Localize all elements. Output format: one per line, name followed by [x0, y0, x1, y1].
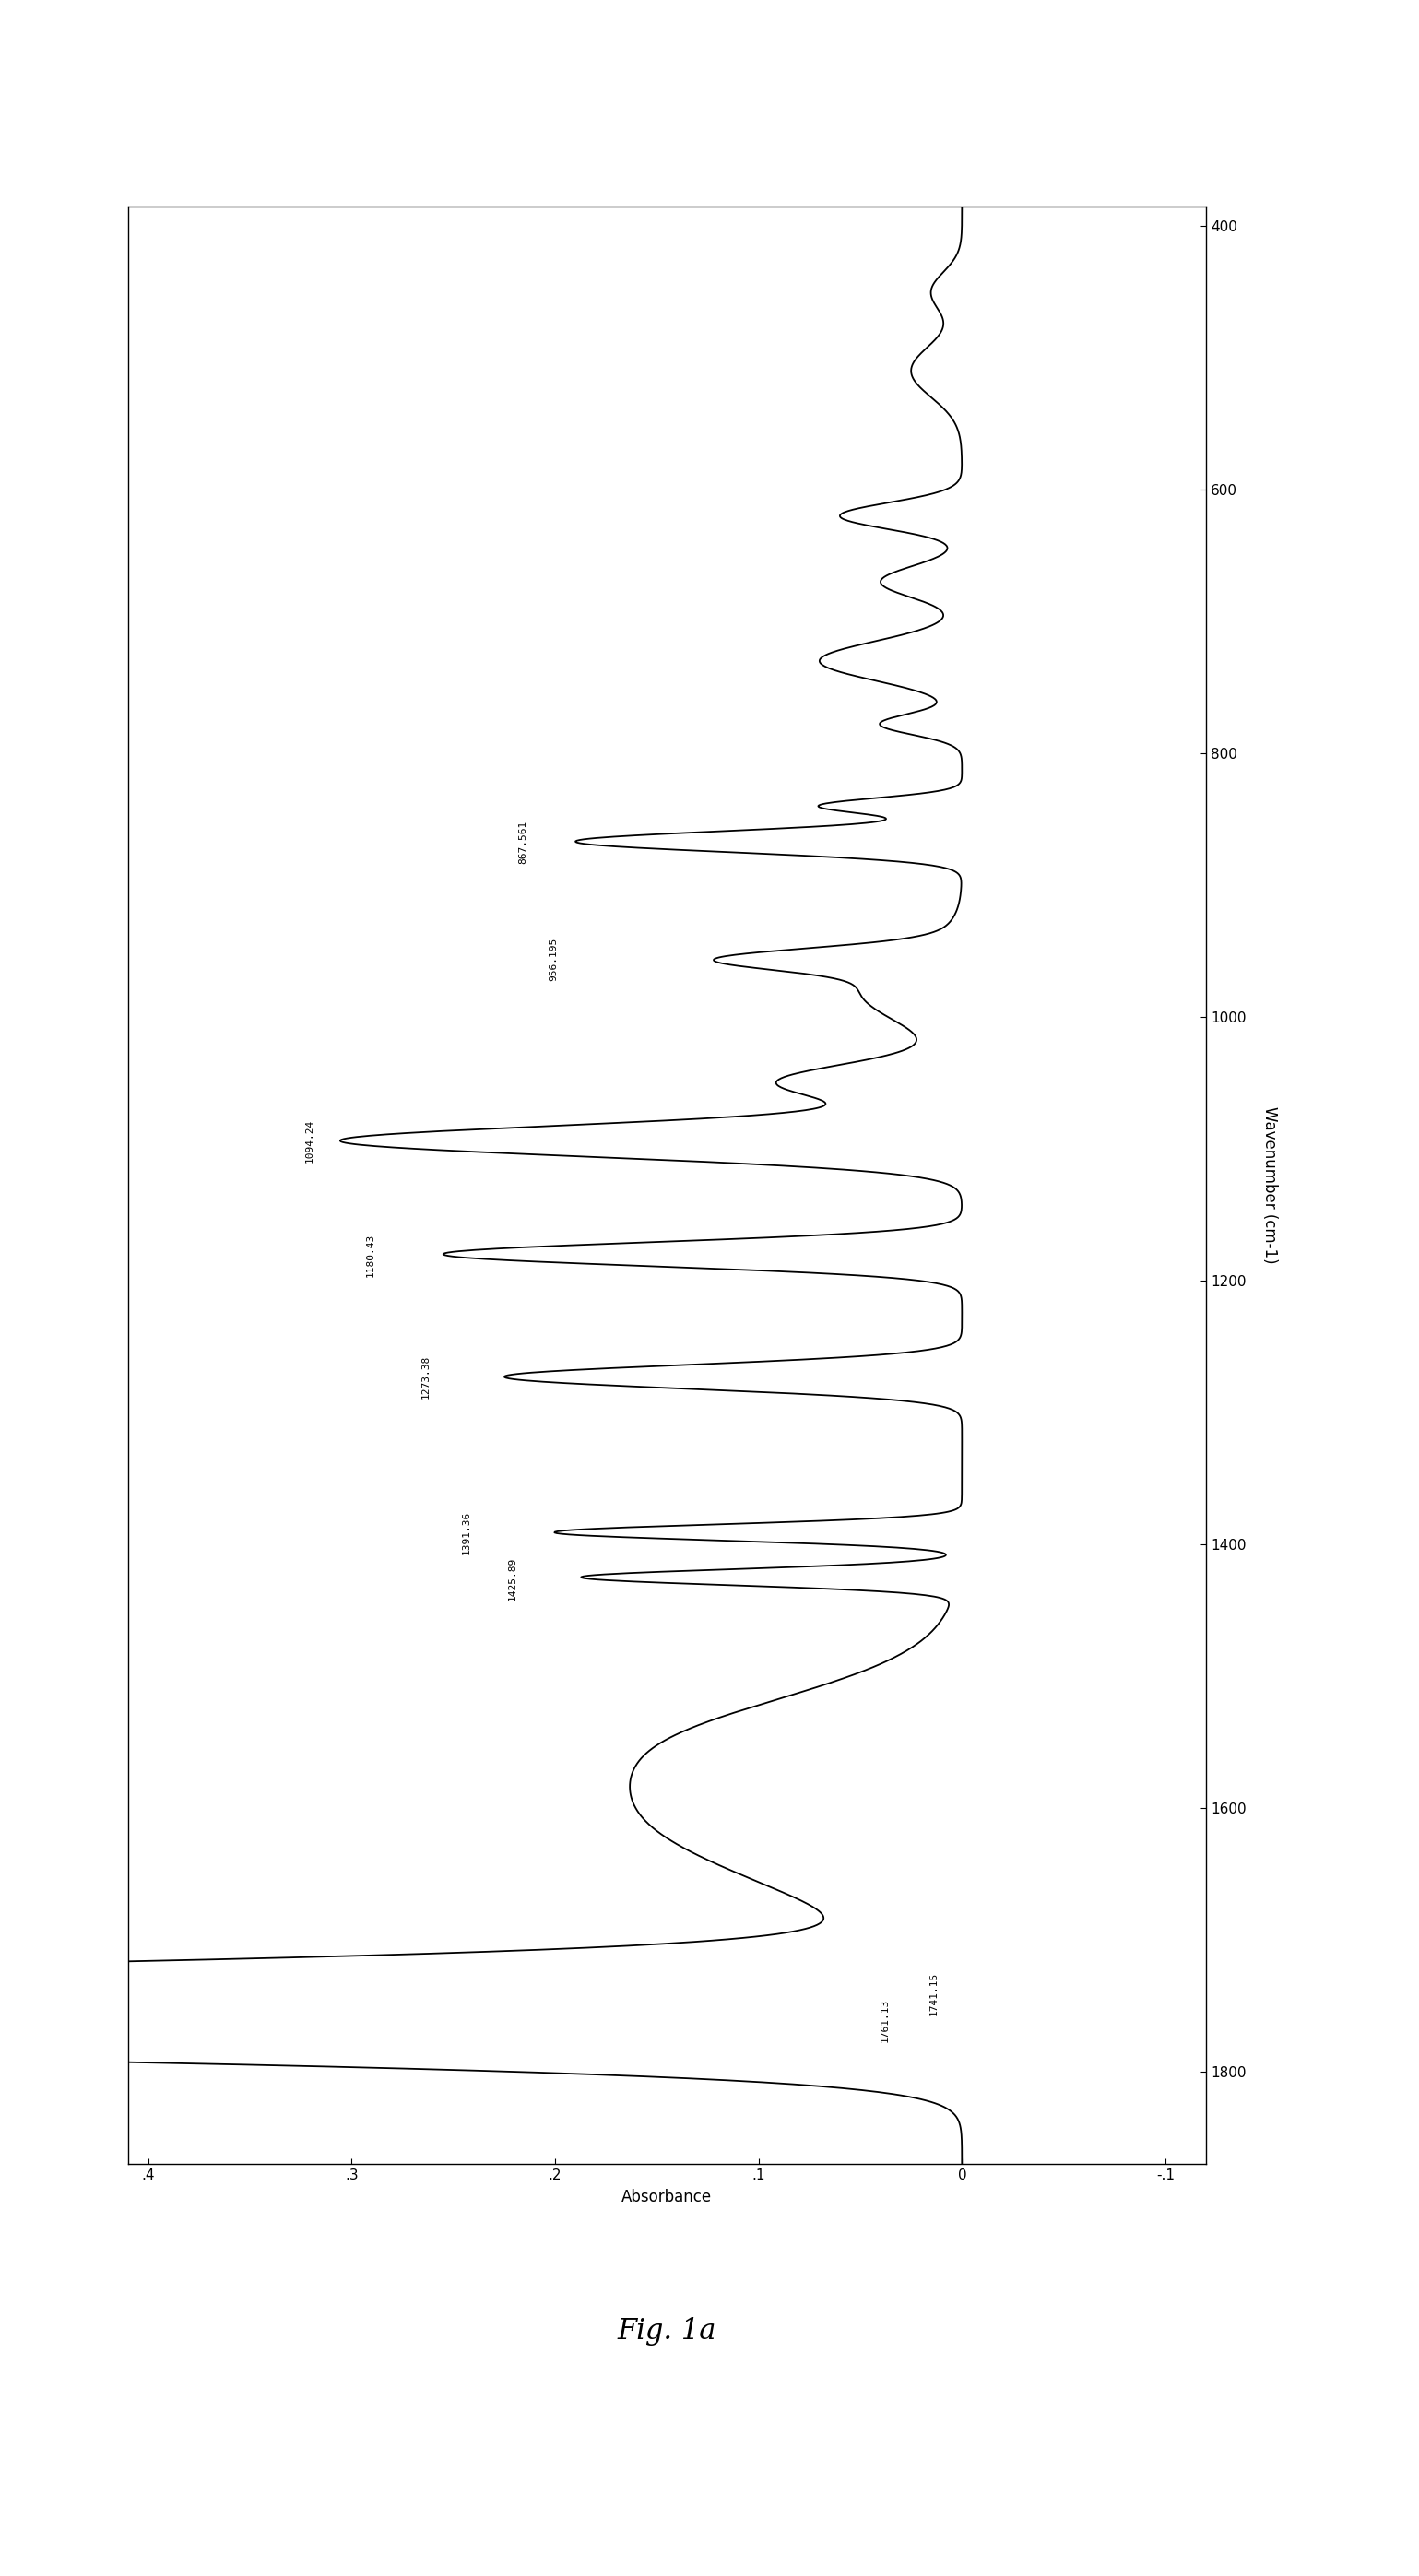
Text: 867.561: 867.561: [518, 822, 528, 863]
Text: 1273.38: 1273.38: [420, 1355, 430, 1399]
Text: 1094.24: 1094.24: [305, 1121, 314, 1162]
Text: 1180.43: 1180.43: [366, 1234, 375, 1278]
Text: 1425.89: 1425.89: [508, 1556, 518, 1600]
Text: 1391.36: 1391.36: [461, 1512, 471, 1553]
Text: 1761.13: 1761.13: [881, 1999, 890, 2043]
Text: 1741.15: 1741.15: [929, 1973, 938, 2017]
X-axis label: Absorbance: Absorbance: [622, 2190, 712, 2205]
Y-axis label: Wavenumber (cm-1): Wavenumber (cm-1): [1261, 1105, 1279, 1265]
Text: 956.195: 956.195: [549, 938, 558, 981]
Text: Fig. 1a: Fig. 1a: [617, 2316, 717, 2347]
